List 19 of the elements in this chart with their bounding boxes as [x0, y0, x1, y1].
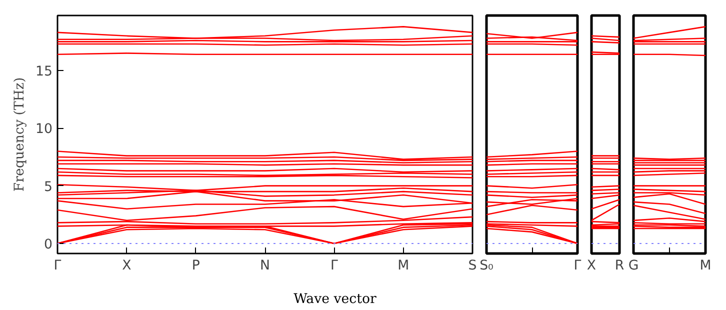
y-tick-label: 15	[36, 64, 53, 80]
x-tick-label: M	[398, 258, 410, 274]
x-tick-label: X	[586, 258, 596, 274]
x-tick-label: M	[700, 258, 712, 274]
x-tick-label: S	[468, 258, 477, 274]
y-tick-label: 10	[36, 122, 53, 138]
x-tick-label: Γ	[54, 258, 62, 274]
x-tick-label: R	[614, 258, 624, 274]
x-tick-label: P	[192, 258, 200, 274]
y-tick-label: 5	[44, 180, 53, 195]
y-axis-title: Frequency (THz)	[12, 77, 28, 192]
y-tick-label: 0	[44, 237, 53, 252]
x-axis-title: Wave vector	[294, 291, 376, 309]
x-tick-label: S₀	[480, 258, 494, 274]
x-tick-label: X	[122, 258, 132, 274]
x-tick-label: Γ	[330, 258, 338, 274]
x-tick-label: G	[628, 258, 639, 274]
x-tick-label: N	[260, 258, 270, 274]
x-tick-label: Γ	[574, 258, 582, 274]
